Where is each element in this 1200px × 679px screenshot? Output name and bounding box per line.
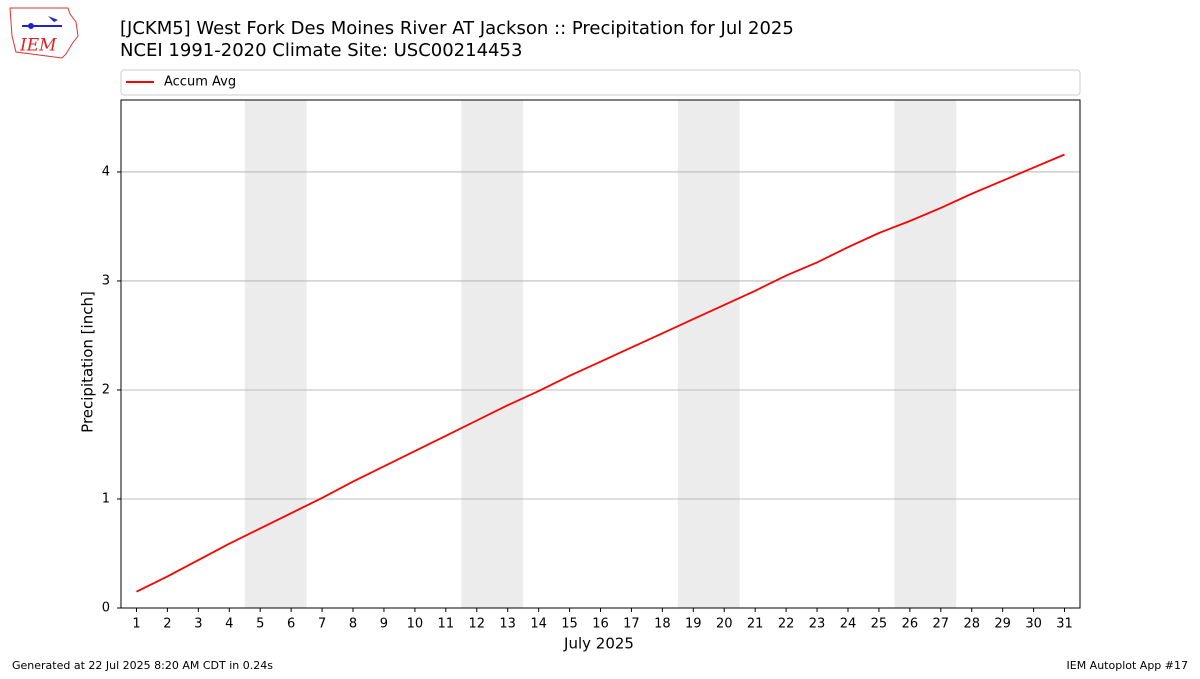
x-tick-label: 24	[840, 617, 857, 632]
x-tick-label: 4	[225, 617, 233, 632]
x-tick-label: 3	[194, 617, 202, 632]
series-line	[136, 153, 1065, 593]
y-tick-label: 3	[102, 273, 110, 288]
chart-subtitle: NCEI 1991-2020 Climate Site: USC00214453	[120, 40, 522, 61]
x-tick-label: 30	[1025, 617, 1042, 632]
x-tick-label: 19	[685, 617, 702, 632]
weekend-shade	[677, 100, 740, 608]
x-tick-label: 13	[499, 617, 516, 632]
x-tick-label: 14	[530, 617, 547, 632]
x-tick-label: 27	[933, 617, 950, 632]
x-tick-label: 28	[963, 617, 980, 632]
chart-title: [JCKM5] West Fork Des Moines River AT Ja…	[120, 18, 794, 39]
weekend-shade	[244, 100, 307, 608]
x-tick-label: 25	[871, 617, 888, 632]
logo-text: IEM	[19, 36, 57, 56]
x-tick-label: 23	[809, 617, 826, 632]
y-axis-label: Precipitation [inch]	[79, 291, 97, 433]
x-axis-label: July 2025	[563, 635, 634, 653]
x-tick-label: 9	[380, 617, 388, 632]
footer-right: IEM Autoplot App #17	[1067, 659, 1189, 672]
x-tick-label: 15	[561, 617, 578, 632]
x-tick-label: 12	[468, 617, 485, 632]
x-tick-label: 6	[287, 617, 295, 632]
x-tick-label: 1	[132, 617, 140, 632]
logo: IEM	[9, 7, 79, 59]
plot-frame	[120, 99, 1081, 609]
weekend-shade	[461, 100, 524, 608]
x-tick-label: 7	[318, 617, 326, 632]
legend-box	[120, 69, 1081, 96]
y-tick-label: 1	[102, 491, 110, 506]
x-tick-label: 26	[902, 617, 919, 632]
x-tick-label: 10	[407, 617, 424, 632]
x-tick-label: 20	[716, 617, 733, 632]
x-tick-label: 29	[994, 617, 1011, 632]
footer-left: Generated at 22 Jul 2025 8:20 AM CDT in …	[12, 659, 273, 672]
x-tick-label: 18	[654, 617, 671, 632]
x-tick-label: 31	[1056, 617, 1073, 632]
weekend-shade	[894, 100, 957, 608]
x-tick-label: 11	[438, 617, 455, 632]
x-tick-label: 2	[163, 617, 171, 632]
y-tick-label: 2	[102, 382, 110, 397]
legend-label: Accum Avg	[164, 75, 236, 90]
x-tick-label: 16	[592, 617, 609, 632]
x-tick-label: 8	[349, 617, 357, 632]
y-tick-label: 4	[102, 164, 110, 179]
y-tick-label: 0	[102, 601, 110, 616]
x-tick-label: 21	[747, 617, 764, 632]
x-tick-label: 5	[256, 617, 264, 632]
x-tick-label: 22	[778, 617, 795, 632]
x-tick-label: 17	[623, 617, 640, 632]
